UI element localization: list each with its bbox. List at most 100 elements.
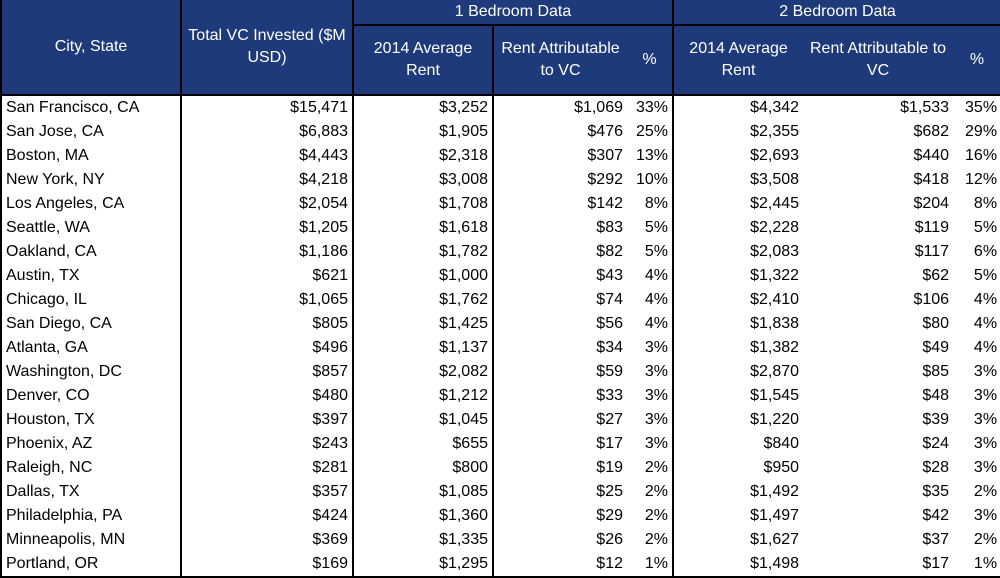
table-row: Seattle, WA $1,205 $1,618 $83 5% $2,228 $119 5% [1, 216, 1000, 240]
cell-1br-pct: 3% [627, 408, 675, 432]
cell-city: Chicago, IL [1, 288, 182, 312]
cell-1br-rent-vc: $29 [596, 507, 623, 524]
cell-total-vc: $15,471 [181, 94, 354, 120]
cell-2br-rent-vc: $24 [922, 435, 950, 452]
cell-2br-avg-rent: $1,838 [750, 315, 800, 332]
cell-city: Houston, TX [1, 408, 182, 432]
cell-city: Raleigh, NC [1, 456, 182, 480]
cell-2br-rent-vc: $17 [922, 555, 950, 572]
table-row: Oakland, CA $1,186 $1,782 $82 5% $2,083 $117 6% [1, 240, 1000, 264]
cell-2br-pct: 2% [973, 483, 998, 500]
cell-1br-avg-rent: $655 [353, 432, 494, 456]
cell-total-vc: $2,054 [181, 192, 354, 216]
cell-city: Oakland, CA [1, 240, 182, 264]
cell-1br-pct: 4% [627, 288, 675, 312]
cell-1br-avg-rent: $1,360 [353, 504, 494, 528]
cell-2br-pct: 5% [973, 267, 998, 284]
cell-1br-pct: 2% [627, 504, 675, 528]
cell-total-vc: $357 [181, 480, 354, 504]
cell-2br-pct: 5% [973, 219, 998, 236]
cell-2br-rent-vc: $42 [922, 507, 950, 524]
table-row: Houston, TX $397 $1,045 $27 3% $1,220 $39 3% [1, 408, 1000, 432]
table-row: Denver, CO $480 $1,212 $33 3% $1,545 $48 3% [1, 384, 1000, 408]
cell-city: San Diego, CA [1, 312, 182, 336]
cell-1br-rent-vc: $12 [596, 555, 623, 572]
table-row: Chicago, IL $1,065 $1,762 $74 4% $2,410 $106 4% [1, 288, 1000, 312]
cell-2br-avg-rent: $2,870 [750, 363, 800, 380]
cell-total-vc: $857 [181, 360, 354, 384]
cell-1br-rent-vc: $142 [587, 195, 623, 212]
table-row: Austin, TX $621 $1,000 $43 4% $1,322 $62 5% [1, 264, 1000, 288]
cell-1br-rent-vc: $82 [596, 243, 623, 260]
cell-1br-avg-rent: $1,762 [353, 288, 494, 312]
table-row: Phoenix, AZ $243 $655 $17 3% $840 $24 3% [1, 432, 1000, 456]
cell-1br-avg-rent: $2,318 [353, 144, 494, 168]
cell-1br-rent-vc: $74 [596, 291, 623, 308]
cell-2br-avg-rent: $1,498 [750, 555, 800, 572]
cell-2br-pct: 8% [973, 195, 998, 212]
cell-1br-rent-vc: $307 [587, 147, 623, 164]
cell-2br-rent-vc: $35 [922, 483, 950, 500]
cell-2br-rent-vc: $440 [913, 147, 950, 164]
cell-2br-rent-vc: $39 [922, 411, 950, 428]
cell-total-vc: $424 [181, 504, 354, 528]
cell-1br-pct: 8% [627, 192, 675, 216]
cell-city: Austin, TX [1, 264, 182, 288]
cell-total-vc: $496 [181, 336, 354, 360]
cell-city: Washington, DC [1, 360, 182, 384]
cell-1br-rent-vc: $33 [596, 387, 623, 404]
cell-2br-avg-rent: $1,497 [750, 507, 800, 524]
cell-1br-rent-vc: $56 [596, 315, 623, 332]
cell-city: Atlanta, GA [1, 336, 182, 360]
cell-total-vc: $281 [181, 456, 354, 480]
cell-1br-pct: 5% [627, 240, 675, 264]
table-row: Philadelphia, PA $424 $1,360 $29 2% $1,497 $42… [1, 504, 1000, 528]
cell-2br-rent-vc: $418 [913, 171, 950, 188]
cell-2br-avg-rent: $1,492 [750, 483, 800, 500]
cell-1br-rent-vc: $17 [596, 435, 623, 452]
cell-2br-avg-rent: $2,693 [750, 147, 800, 164]
cell-total-vc: $4,218 [181, 168, 354, 192]
table-row: San Diego, CA $805 $1,425 $56 4% $1,838 $80 4% [1, 312, 1000, 336]
cell-1br-avg-rent: $1,212 [353, 384, 494, 408]
cell-1br-avg-rent: $1,335 [353, 528, 494, 552]
cell-total-vc: $243 [181, 432, 354, 456]
cell-2br-rent-vc: $117 [914, 243, 950, 260]
cell-1br-pct: 10% [627, 168, 675, 192]
cell-2br-rent-vc: $49 [922, 339, 950, 356]
cell-1br-pct: 3% [627, 336, 675, 360]
cell-2br-avg-rent: $4,342 [673, 94, 804, 120]
cell-2br-avg-rent: $3,508 [750, 171, 800, 188]
cell-1br-pct: 1% [627, 552, 675, 577]
cell-2br-avg-rent: $1,627 [750, 531, 800, 548]
cell-city: Philadelphia, PA [1, 504, 182, 528]
cell-2br-pct: 3% [973, 435, 998, 452]
cell-1br-avg-rent: $1,425 [353, 312, 494, 336]
cell-2br-rent-vc: $80 [922, 315, 950, 332]
cell-2br-pct: 4% [973, 339, 998, 356]
cell-total-vc: $480 [181, 384, 354, 408]
cell-1br-rent-vc: $292 [587, 171, 623, 188]
cell-city: San Jose, CA [1, 120, 182, 144]
table-row: Los Angeles, CA $2,054 $1,708 $142 8% $2,445 $… [1, 192, 1000, 216]
header-1br-avg-rent: 2014 Average Rent [353, 25, 494, 95]
cell-city: Denver, CO [1, 384, 182, 408]
cell-1br-rent-vc: $83 [596, 219, 623, 236]
cell-total-vc: $6,883 [181, 120, 354, 144]
cell-1br-rent-vc: $34 [596, 339, 623, 356]
cell-2br-avg-rent: $2,410 [750, 291, 800, 308]
cell-2br-avg-rent: $950 [763, 459, 800, 476]
cell-2br-rent-vc: $28 [922, 459, 950, 476]
header-2br-rent-vc: Rent Attributable to VC [803, 25, 954, 95]
cell-city: Seattle, WA [1, 216, 182, 240]
cell-1br-rent-vc: $26 [596, 531, 623, 548]
cell-total-vc: $805 [181, 312, 354, 336]
cell-city: San Francisco, CA [1, 94, 182, 120]
cell-1br-avg-rent: $1,782 [353, 240, 494, 264]
header-1br-rent-vc: Rent Attributable to VC [493, 25, 627, 95]
cell-2br-avg-rent: $2,083 [750, 243, 800, 260]
table-row: Atlanta, GA $496 $1,137 $34 3% $1,382 $49 4% [1, 336, 1000, 360]
cell-2br-rent-vc: $48 [922, 387, 950, 404]
header-total-vc: Total VC Invested ($M USD) [181, 0, 354, 95]
